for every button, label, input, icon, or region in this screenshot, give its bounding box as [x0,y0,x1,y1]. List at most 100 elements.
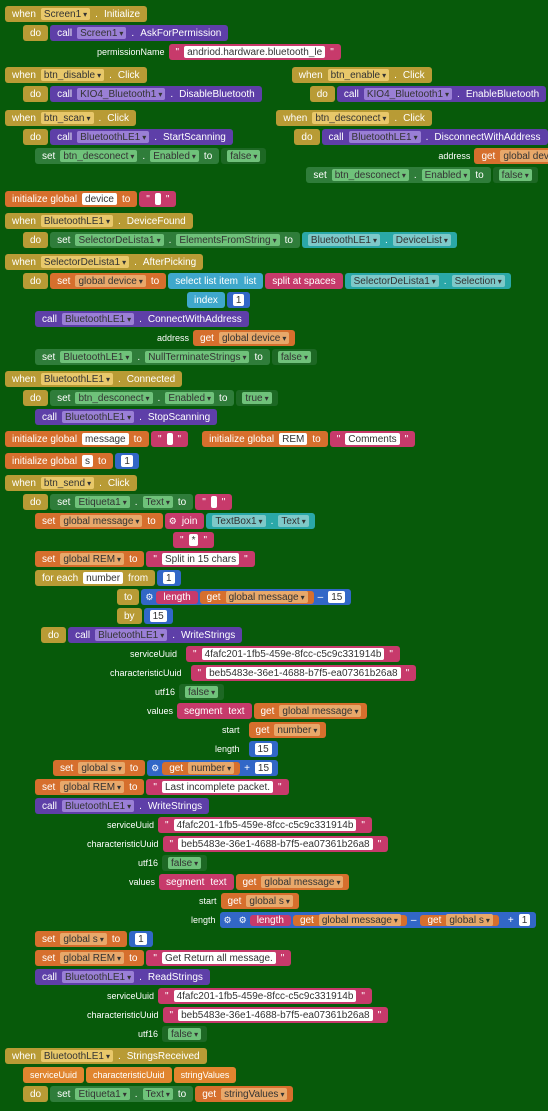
init-rem[interactable]: initialize globalREMto [202,431,328,447]
num-1[interactable]: 1 [115,453,139,469]
false-val[interactable]: false [272,349,317,365]
comments-string[interactable]: "Comments" [330,431,415,447]
event-header[interactable]: whenbtn_enable.Click [292,67,432,83]
perm-string[interactable]: "andriod.hardware.bluetooth_le" [169,44,341,60]
segment-block[interactable]: segmenttext [177,703,251,719]
false-val[interactable]: false [493,167,538,183]
set-nullterm[interactable]: setBluetoothLE1.NullTerminateStringsto [35,349,270,365]
call-enable[interactable]: callKIO4_Bluetooth1.EnableBluetooth [337,86,546,102]
segment-block[interactable]: segmenttext [159,874,233,890]
block-after-picking[interactable]: whenSelectorDeLista1.AfterPicking do set… [4,253,544,366]
event-header[interactable]: whenSelectorDeLista1.AfterPicking [5,254,203,270]
split15-string[interactable]: "Split in 15 chars" [146,551,254,567]
param-chr[interactable]: characteristicUuid [86,1067,172,1083]
call-write[interactable]: callBluetoothLE1.WriteStrings [68,627,242,643]
set-elements[interactable]: setSelectorDeLista1.ElementsFromStringto [50,232,300,248]
empty-string[interactable]: "" [195,494,232,510]
block-connected[interactable]: whenBluetoothLE1.Connected do setbtn_des… [4,370,544,426]
set-s[interactable]: setglobal sto [53,760,145,776]
index-label: index [187,292,225,308]
get-selection[interactable]: SelectorDeLista1.Selection [345,273,511,289]
svc-string[interactable]: "4fafc201-1fb5-459e-8fcc-c5c9c331914b" [158,817,372,833]
false-val[interactable]: false [221,148,266,164]
math-minus2[interactable]: length getglobal message – getglobal s +… [220,912,537,928]
join-block[interactable]: join [165,513,205,529]
chr-string[interactable]: "beb5483e-36e1-4688-b7f5-ea07361b26a8" [163,1007,389,1023]
param-strvals[interactable]: stringValues [174,1067,237,1083]
select-list-item[interactable]: select list itemlist [168,273,263,289]
chr-string[interactable]: "beb5483e-36e1-4688-b7f5-ea07361b26a8" [163,836,389,852]
split-spaces[interactable]: split at spaces [265,273,342,289]
get-device[interactable]: getglobal device [193,330,295,346]
get-msg[interactable]: getglobal message [236,874,350,890]
block-btn-send[interactable]: whenbtn_send.Click do setEtiqueta1.Textt… [4,474,544,1043]
call-disconnect[interactable]: callBluetoothLE1.DisconnectWithAddress [322,129,548,145]
get-device[interactable]: getglobal device [474,148,548,164]
event-header[interactable]: whenbtn_desconect.Click [276,110,431,126]
get-number[interactable]: getnumber [249,722,327,738]
math-minus[interactable]: length getglobal message – 15 [141,589,351,605]
set-enabled-true[interactable]: setbtn_desconect.Enabledto [50,390,234,406]
lastpacket-string[interactable]: "Last incomplete packet." [146,779,288,795]
call-ask-perm[interactable]: callScreen1.AskForPermission [50,25,228,41]
false-val[interactable]: false [179,684,224,700]
event-header[interactable]: whenBluetoothLE1.DeviceFound [5,213,193,229]
call-connect[interactable]: callBluetoothLE1.ConnectWithAddress [35,311,249,327]
empty-string[interactable]: "" [139,191,176,207]
svc-string[interactable]: "4fafc201-1fb5-459e-8fcc-c5c9c331914b" [158,988,372,1004]
call-scan[interactable]: callBluetoothLE1.StartScanning [50,129,233,145]
event-header[interactable]: whenBluetoothLE1.Connected [5,371,182,387]
call-read[interactable]: callBluetoothLE1.ReadStrings [35,969,210,985]
false-val[interactable]: false [162,855,207,871]
set-message[interactable]: setglobal messageto [35,513,163,529]
event-header[interactable]: whenbtn_send.Click [5,475,137,491]
event-header[interactable]: whenbtn_scan.Click [5,110,136,126]
call-stopscan[interactable]: callBluetoothLE1.StopScanning [35,409,217,425]
math-plus[interactable]: getnumber+15 [147,760,278,776]
set-rem2[interactable]: setglobal REMto [35,779,144,795]
set-enabled[interactable]: setbtn_desconect.Enabledto [306,167,490,183]
get-s[interactable]: getglobal s [221,893,299,909]
event-header[interactable]: whenScreen1.Initialize [5,6,147,22]
do-label: do [23,129,48,145]
set-rem[interactable]: setglobal REMto [35,551,144,567]
init-device[interactable]: initialize globaldeviceto "" [4,190,544,208]
svc-string[interactable]: "4fafc201-1fb5-459e-8fcc-c5c9c331914b" [186,646,400,662]
block-btn-enable[interactable]: whenbtn_enable.Click docallKIO4_Bluetoot… [291,65,548,104]
set-s-1[interactable]: setglobal sto [35,931,127,947]
set-device[interactable]: setglobal deviceto [50,273,166,289]
init-s[interactable]: initialize globalsto [5,453,113,469]
block-btn-scan[interactable]: whenbtn_scan.Click docallBluetoothLE1.St… [4,108,267,166]
get-msg[interactable]: getglobal message [254,703,368,719]
block-device-found[interactable]: whenBluetoothLE1.DeviceFound do setSelec… [4,212,544,249]
num-15[interactable]: 15 [144,608,173,624]
num-1[interactable]: 1 [227,292,251,308]
event-header[interactable]: whenBluetoothLE1.StringsReceived [5,1048,207,1064]
true-val[interactable]: true [236,390,277,406]
get-strvals[interactable]: getstringValues [195,1086,293,1102]
param-svc[interactable]: serviceUuid [23,1067,84,1083]
call-disable[interactable]: callKIO4_Bluetooth1.DisableBluetooth [50,86,262,102]
call-write2[interactable]: callBluetoothLE1.WriteStrings [35,798,209,814]
set-etiqueta-text[interactable]: setEtiqueta1.Textto [50,1086,193,1102]
get-textbox[interactable]: TextBox1.Text [206,513,314,529]
block-btn-disable[interactable]: whenbtn_disable.Click docallKIO4_Bluetoo… [4,65,263,104]
num-1[interactable]: 1 [129,931,153,947]
num-15[interactable]: 15 [249,741,278,757]
for-each[interactable]: for eachnumberfrom [35,570,155,586]
set-rem3[interactable]: setglobal REMto [35,950,144,966]
set-enabled[interactable]: setbtn_desconect.Enabledto [35,148,219,164]
get-devicelist[interactable]: BluetoothLE1.DeviceList [302,232,457,248]
block-screen-init[interactable]: whenScreen1.Initialize do callScreen1.As… [4,5,544,61]
false-val[interactable]: false [162,1026,207,1042]
getreturn-string[interactable]: "Get Return all message." [146,950,291,966]
block-btn-desconect[interactable]: whenbtn_desconect.Click docallBluetoothL… [275,108,548,185]
block-strings-received[interactable]: whenBluetoothLE1.StringsReceived service… [4,1047,544,1103]
chr-string[interactable]: "beb5483e-36e1-4688-b7f5-ea07361b26a8" [191,665,417,681]
num-1[interactable]: 1 [157,570,181,586]
star-string[interactable]: "*" [173,532,214,548]
init-message[interactable]: initialize globalmessageto [5,431,149,447]
event-header[interactable]: whenbtn_disable.Click [5,67,147,83]
empty-string[interactable]: "" [151,431,188,447]
set-etiqueta[interactable]: setEtiqueta1.Textto [50,494,193,510]
